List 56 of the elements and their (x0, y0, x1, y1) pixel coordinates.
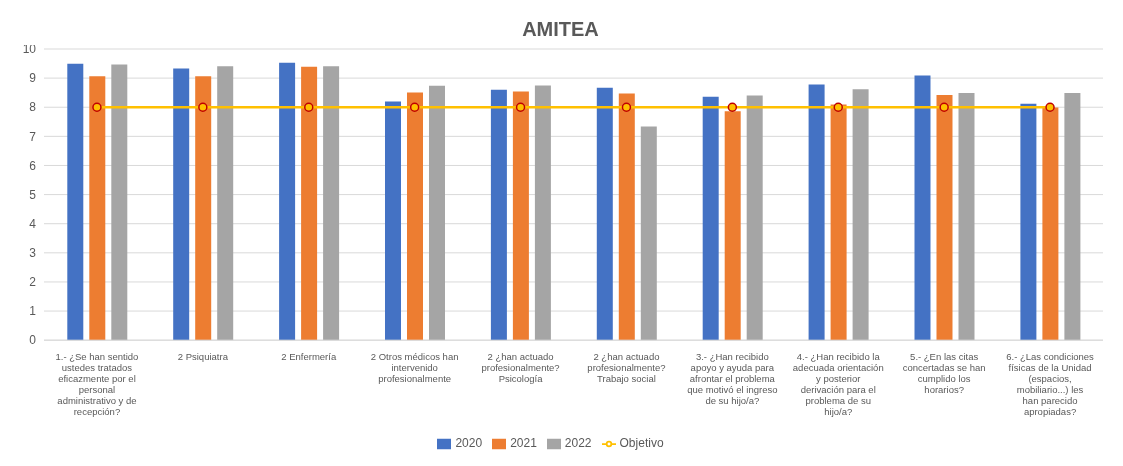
x-tick-label: 2 ¿han actuado profesionalmente? Psicología (481, 351, 560, 385)
bar (1042, 107, 1059, 341)
bar (914, 75, 931, 341)
bar (217, 66, 234, 341)
x-tick-label: 2 Otros médicos han intervenido profesionalmente (370, 351, 459, 385)
x-tick-label: 1.- ¿Se han sentido ustedes tratados eficazmente por el personal administrativo y de recepción? (55, 351, 139, 418)
bar (490, 89, 507, 341)
bar (67, 63, 84, 341)
bar (534, 85, 551, 341)
bar (301, 66, 318, 341)
bar (618, 93, 635, 341)
bar (323, 66, 340, 341)
x-tick-label: 3.- ¿Han recibido apoyo y ayuda para afrontar el problema que motivó el ingreso de su hijo/a? (687, 351, 778, 407)
y-tick-label: 9 (29, 71, 37, 86)
y-tick-label: 1 (29, 304, 37, 319)
bar (1064, 92, 1081, 341)
bar (429, 85, 445, 341)
bar (936, 95, 953, 341)
bar (640, 126, 657, 341)
x-tick-label: 2 ¿han actuado profesionalmente? Trabajo social (587, 351, 666, 385)
y-tick-label: 7 (29, 129, 37, 144)
y-tick-label: 3 (29, 246, 37, 261)
bar (702, 96, 719, 341)
bar (958, 92, 975, 341)
y-tick-label: 0 (29, 333, 37, 348)
y-tick-label: 8 (29, 100, 37, 115)
bar (852, 89, 869, 341)
bar (808, 84, 825, 341)
legend-label: 2020 (455, 436, 483, 451)
bar (746, 95, 763, 341)
bar (724, 111, 741, 341)
y-tick-label: 2 (29, 275, 37, 290)
bar (89, 76, 106, 341)
bar (407, 92, 423, 341)
bar (385, 101, 401, 341)
x-tick-label: 6.- ¿Las condiciones físicas de la Unidad (espacios, mobiliario...) les han parecido apropiadas? (1006, 351, 1095, 418)
y-tick-label: 4 (29, 216, 37, 231)
y-tick-label: 5 (29, 187, 37, 202)
bar (195, 76, 212, 341)
x-tick-label: 2 Enfermería (281, 351, 337, 363)
bar (830, 104, 847, 341)
y-tick-label: 6 (29, 158, 37, 173)
chart-title: AMITEA (521, 18, 600, 41)
bar (111, 64, 128, 341)
x-tick-label: 4.- ¿Han recibido la adecuada orientación y posterior derivación para el problema de su hijo/a? (792, 351, 884, 418)
x-tick-label: 2 Psiquiatra (177, 351, 229, 363)
bar (596, 87, 613, 341)
legend-label: Objetivo (619, 436, 664, 451)
bar (512, 91, 529, 341)
bar (279, 62, 296, 341)
x-tick-label: 5.- ¿En las citas concertadas se han cumplido los horarios? (902, 351, 986, 396)
bar (173, 68, 190, 341)
legend-label: 2021 (510, 436, 537, 451)
legend-label: 2022 (564, 436, 592, 451)
y-tick-label: 10 (22, 42, 37, 57)
bar (1020, 103, 1037, 341)
